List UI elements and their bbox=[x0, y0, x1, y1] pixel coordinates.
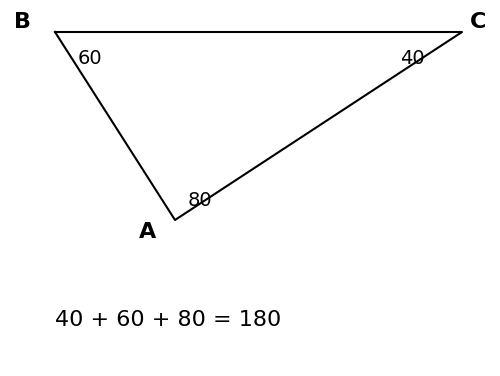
Text: A: A bbox=[140, 222, 156, 242]
Text: B: B bbox=[14, 12, 30, 32]
Text: 60: 60 bbox=[78, 49, 102, 68]
Text: 40: 40 bbox=[400, 49, 424, 68]
Text: 40 + 60 + 80 = 180: 40 + 60 + 80 = 180 bbox=[55, 310, 281, 330]
Text: 80: 80 bbox=[188, 191, 212, 209]
Text: C: C bbox=[470, 12, 486, 32]
